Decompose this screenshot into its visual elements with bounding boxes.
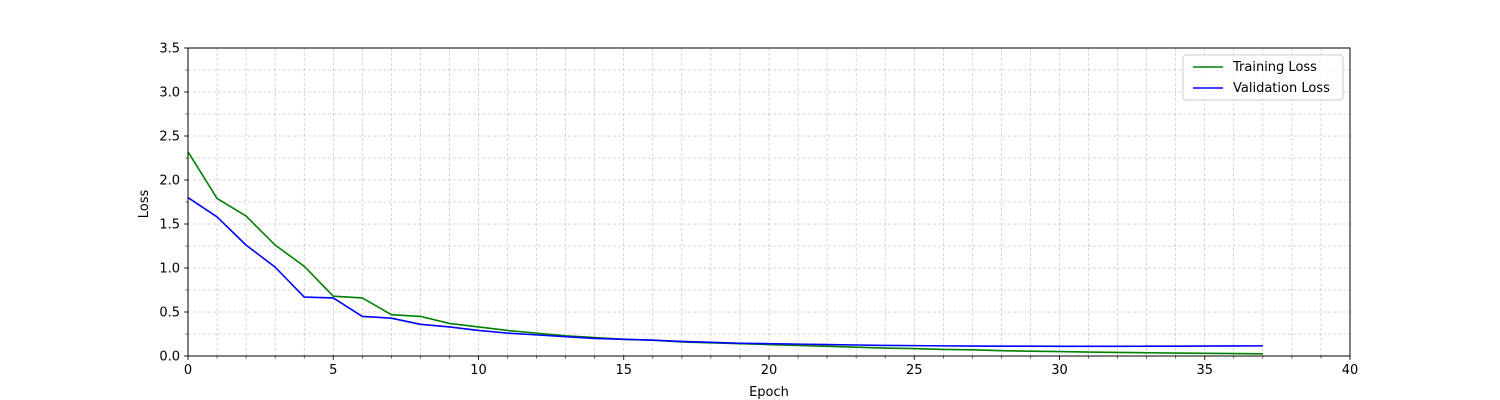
x-tick-label: 10: [470, 363, 487, 378]
x-tick-label: 15: [615, 363, 632, 378]
x-tick-label: 40: [1342, 363, 1359, 378]
x-tick-label: 30: [1051, 363, 1068, 378]
x-tick-label: 35: [1196, 363, 1213, 378]
legend-label-validation: Validation Loss: [1233, 81, 1330, 96]
x-tick-label: 5: [329, 363, 337, 378]
validation-loss-line: [187, 196, 1263, 348]
y-tick-label: 2.5: [159, 130, 180, 145]
y-tick-label: 1.0: [159, 262, 180, 277]
x-tick-label: 20: [761, 363, 778, 378]
y-tick-label: 3.5: [159, 42, 180, 57]
y-tick-label: 0.5: [159, 306, 180, 321]
x-axis-label: Epoch: [749, 385, 789, 400]
y-tick-label: 1.5: [159, 218, 180, 233]
axis-ticks: 0 5 10 15 20 25 30 35 40 0.0 0.5 1.0 1.5 2.0 2.5 3.0 3.5: [159, 42, 1358, 379]
x-tick-label: 25: [906, 363, 923, 378]
x-tick-label: 0: [184, 363, 192, 378]
series-lines: [187, 151, 1263, 355]
y-tick-label: 2.0: [159, 174, 180, 189]
y-tick-label: 3.0: [159, 86, 180, 101]
legend: Training Loss Validation Loss: [1182, 54, 1344, 101]
y-tick-label: 0.0: [159, 350, 180, 365]
legend-label-training: Training Loss: [1232, 60, 1317, 75]
y-axis-label: Loss: [137, 190, 152, 219]
